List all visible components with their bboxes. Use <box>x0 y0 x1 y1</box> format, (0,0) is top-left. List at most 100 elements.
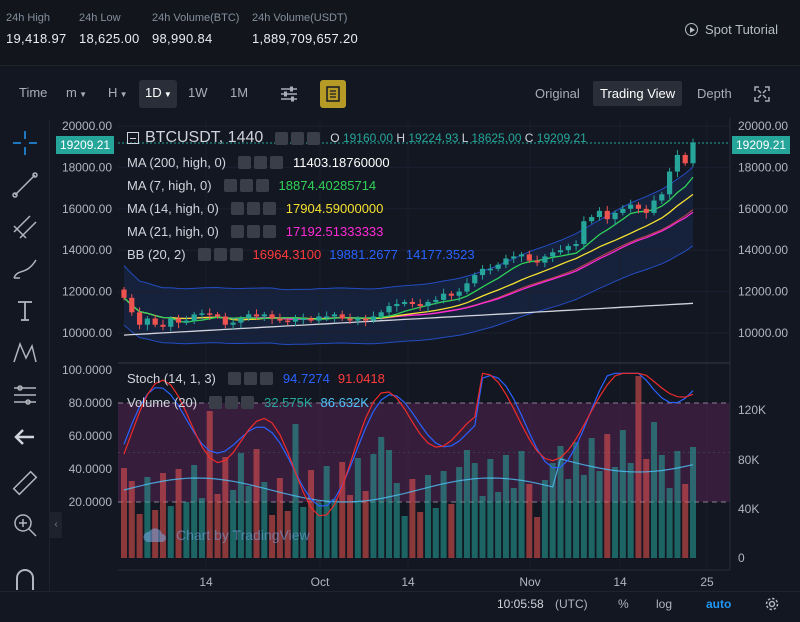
close-icon[interactable] <box>270 156 283 169</box>
view-tab-original[interactable]: Original <box>535 86 580 101</box>
collapse-toolbar-button[interactable]: ‹ <box>50 512 62 538</box>
volume-bar <box>159 473 166 558</box>
time-axis-label: 14 <box>613 575 627 589</box>
stoch-k-value: 94.7274 <box>282 371 330 386</box>
last-price-badge-left: 19209.21 <box>56 136 115 154</box>
close-icon[interactable] <box>241 396 255 409</box>
indicator-settings-button[interactable] <box>276 80 302 108</box>
candle-body <box>324 316 330 318</box>
interval-hours-dropdown[interactable]: H ▼ <box>108 85 128 100</box>
crosshair-icon[interactable] <box>10 128 40 158</box>
gear-icon[interactable] <box>246 225 260 238</box>
close-icon[interactable] <box>229 248 243 261</box>
interval-week[interactable]: 1W <box>188 85 208 100</box>
fullscreen-icon[interactable] <box>753 85 771 103</box>
eye-icon[interactable] <box>230 225 244 238</box>
interval-time[interactable]: Time <box>19 85 48 100</box>
close-icon[interactable] <box>307 131 321 145</box>
spot-tutorial-link[interactable]: Spot Tutorial <box>685 22 778 37</box>
volume-bar <box>627 463 634 558</box>
close-icon[interactable] <box>262 202 276 215</box>
eye-icon[interactable] <box>238 156 251 169</box>
candle-body <box>550 252 556 257</box>
price-axis-label-left: 16000.00 <box>62 202 112 216</box>
back-arrow-icon[interactable] <box>10 422 40 452</box>
candle-body <box>487 268 493 271</box>
gear-icon[interactable] <box>254 156 267 169</box>
volume-ma-value: 86.632K <box>320 395 369 410</box>
log-toggle[interactable]: log <box>656 597 673 611</box>
volume-bar <box>674 451 681 558</box>
volume-bar <box>510 488 517 558</box>
candle-body <box>207 313 213 315</box>
zoom-in-icon[interactable] <box>10 510 40 540</box>
brush-icon[interactable] <box>10 254 40 284</box>
candle-body <box>136 312 143 325</box>
gear-icon[interactable] <box>246 202 260 215</box>
close-icon[interactable] <box>262 225 276 238</box>
trend-line-icon[interactable] <box>10 170 40 200</box>
magnet-icon[interactable] <box>10 564 40 594</box>
volume-bar <box>386 450 393 558</box>
candle-body <box>253 314 260 317</box>
eye-icon[interactable] <box>197 248 211 261</box>
volume-bar <box>651 422 658 558</box>
ma21-name: MA (21, high, 0) <box>127 224 219 239</box>
eye-icon[interactable] <box>230 202 244 215</box>
gear-icon[interactable] <box>225 396 239 409</box>
candle-body <box>331 314 338 317</box>
close-icon[interactable] <box>255 179 269 192</box>
prediction-icon[interactable] <box>10 380 40 410</box>
eye-icon[interactable] <box>223 179 237 192</box>
collapse-legend-icon[interactable] <box>127 132 139 144</box>
interval-minutes-dropdown[interactable]: m ▼ <box>66 85 87 100</box>
gear-icon[interactable] <box>239 179 253 192</box>
candle-body <box>448 293 454 296</box>
candles <box>121 138 696 332</box>
gear-icon[interactable] <box>764 596 780 612</box>
gear-icon[interactable] <box>243 372 257 385</box>
interval-month[interactable]: 1M <box>230 85 249 100</box>
volume-axis-label: 80K <box>738 453 759 467</box>
high-label: H <box>396 131 406 145</box>
candle-body <box>674 154 681 172</box>
candle-body <box>386 306 392 313</box>
candle-body <box>339 314 345 319</box>
ma7-value: 18874.40285714 <box>278 178 377 193</box>
volume-bar <box>463 450 470 558</box>
bb-legend: BB (20, 2) 16964.3100 19881.2677 14177.3… <box>127 247 475 262</box>
candle-body <box>144 318 150 325</box>
gear-icon[interactable] <box>213 248 227 261</box>
price-axis-label-right: 20000.00 <box>738 119 788 133</box>
view-tab-trading-view[interactable]: Trading View <box>593 81 683 106</box>
studies-button[interactable] <box>320 80 346 108</box>
price-axis-label-right: 10000.00 <box>738 326 788 340</box>
candle-body <box>402 301 408 305</box>
percent-toggle[interactable]: % <box>618 597 629 611</box>
eye-icon[interactable] <box>275 131 289 145</box>
view-tab-depth[interactable]: Depth <box>697 86 732 101</box>
volume-bar <box>690 447 696 558</box>
close-icon[interactable] <box>259 372 273 385</box>
candle-body <box>495 264 501 269</box>
fib-channel-icon[interactable] <box>10 212 40 242</box>
ruler-icon[interactable] <box>10 468 40 498</box>
auto-toggle[interactable]: auto <box>706 597 732 611</box>
volume-legend: Volume (20) 32.575K 86.632K <box>127 395 369 410</box>
volume-bar <box>573 442 580 558</box>
timezone[interactable]: (UTC) <box>555 597 588 611</box>
symbol-title: BTCUSDT, 1440 <box>145 129 264 146</box>
price-axis-label-left: 10000.00 <box>62 326 112 340</box>
candle-body <box>285 320 291 323</box>
eye-icon[interactable] <box>209 396 223 409</box>
pattern-icon[interactable] <box>10 338 40 368</box>
gear-icon[interactable] <box>291 131 305 145</box>
legend-buttons <box>230 225 276 238</box>
ma14-name: MA (14, high, 0) <box>127 201 219 216</box>
candle-body <box>456 291 462 296</box>
text-icon[interactable] <box>10 296 40 326</box>
eye-icon[interactable] <box>227 372 241 385</box>
interval-day-dropdown[interactable]: 1D ▼ <box>145 85 172 100</box>
price-axis-label-right: 12000.00 <box>738 285 788 299</box>
